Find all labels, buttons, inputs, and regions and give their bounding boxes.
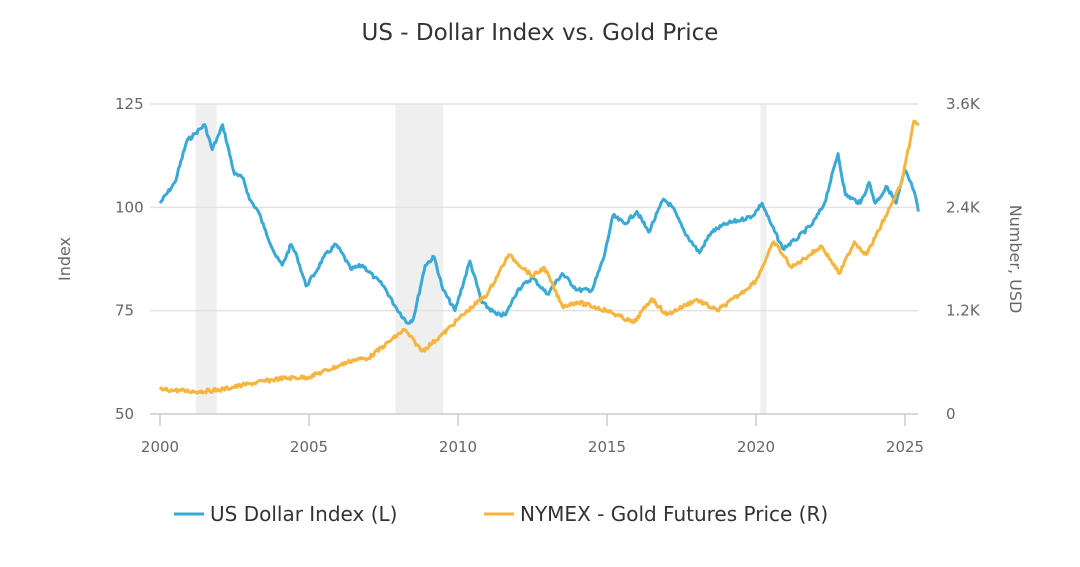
- series-line-dollar-index: [158, 123, 920, 325]
- legend-item-dollar[interactable]: US Dollar Index (L): [174, 502, 397, 526]
- y-right-tick-label: 0: [946, 405, 956, 423]
- x-tick-label: 2015: [588, 438, 626, 456]
- x-tick-label: 2020: [737, 438, 775, 456]
- series-line-gold-price: [158, 119, 920, 395]
- y-right-tick-label: 1.2K: [946, 302, 981, 320]
- y-axis-left-label: Index: [55, 237, 74, 281]
- y-axis-right-label: Number, USD: [1006, 205, 1025, 314]
- y-left-tick-label: 125: [115, 95, 144, 113]
- legend-label-dollar: US Dollar Index (L): [210, 502, 397, 526]
- chart-title: US - Dollar Index vs. Gold Price: [362, 20, 719, 46]
- y-left-tick-label: 50: [115, 405, 134, 423]
- x-tick-label: 2000: [141, 438, 179, 456]
- y-right-tick-label: 3.6K: [946, 95, 981, 113]
- x-tick-label: 2010: [439, 438, 477, 456]
- x-tick-label: 2005: [290, 438, 328, 456]
- legend-label-gold: NYMEX - Gold Futures Price (R): [520, 502, 828, 526]
- x-tick-label: 2025: [886, 438, 924, 456]
- recession-band: [195, 104, 217, 414]
- y-left-tick-label: 100: [115, 198, 144, 216]
- y-left-tick-label: 75: [115, 302, 134, 320]
- recession-band: [760, 104, 767, 414]
- legend-item-gold[interactable]: NYMEX - Gold Futures Price (R): [484, 502, 828, 526]
- y-right-tick-label: 2.4K: [946, 198, 981, 216]
